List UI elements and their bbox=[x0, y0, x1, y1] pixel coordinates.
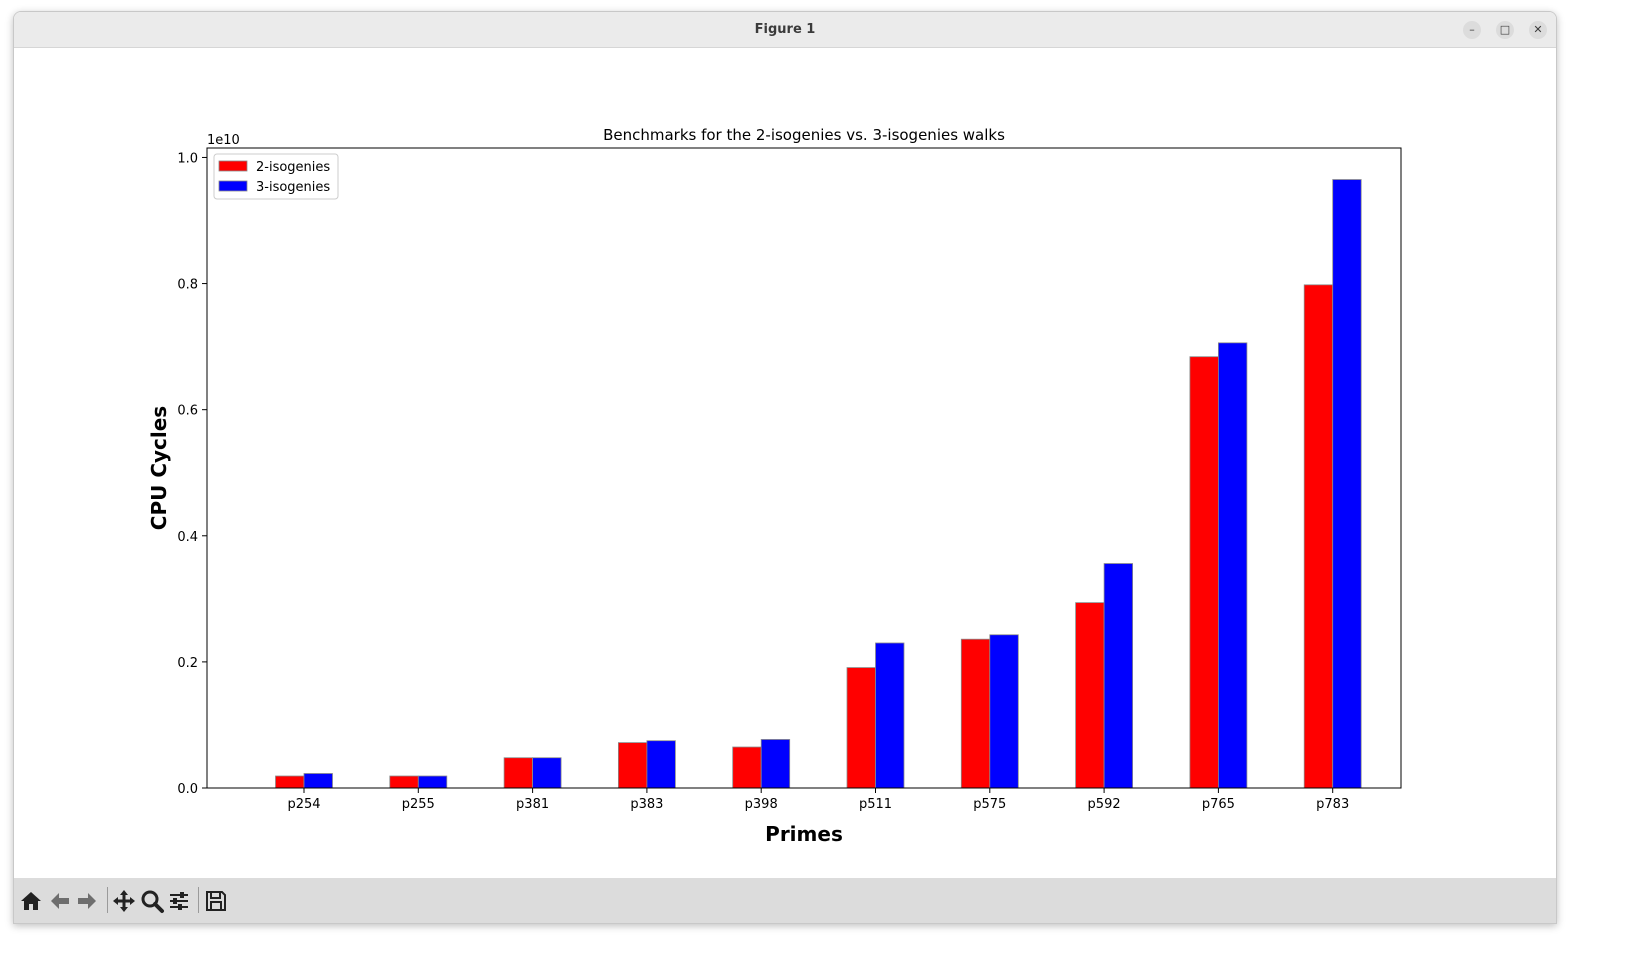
x-tick-label: p575 bbox=[973, 797, 1006, 812]
x-tick-label: p511 bbox=[859, 797, 892, 812]
x-tick-label: p783 bbox=[1316, 797, 1349, 812]
x-tick-label: p254 bbox=[287, 797, 320, 812]
bar-3-isogenies-p765 bbox=[1218, 342, 1248, 789]
legend: 2-isogenies 3-isogenies bbox=[213, 153, 339, 200]
bar-2-isogenies-p765 bbox=[1189, 356, 1219, 789]
zoom-icon[interactable] bbox=[139, 888, 165, 914]
bar-3-isogenies-p783 bbox=[1332, 179, 1362, 789]
bars-group bbox=[275, 179, 1362, 789]
bar-2-isogenies-p511 bbox=[846, 667, 876, 789]
x-tick-label: p765 bbox=[1202, 797, 1235, 812]
y-tick-label: 0.2 bbox=[177, 656, 198, 671]
bar-3-isogenies-p383 bbox=[646, 740, 676, 789]
bar-2-isogenies-p383 bbox=[618, 742, 648, 789]
legend-swatch bbox=[218, 160, 248, 172]
bar-2-isogenies-p592 bbox=[1075, 602, 1105, 789]
y-ticks: 0.0 0.2 0.4 0.6 0.8 1.0 bbox=[177, 151, 207, 797]
bar-2-isogenies-p575 bbox=[960, 638, 991, 789]
x-ticks: p254 p255 p381 p383 p398 p511 p575 p592 p765 p783 bbox=[287, 788, 1349, 812]
bar-2-isogenies-p254 bbox=[275, 775, 305, 789]
bar-2-isogenies-p255 bbox=[389, 775, 419, 789]
bar-3-isogenies-p255 bbox=[417, 775, 448, 789]
back-icon[interactable] bbox=[47, 888, 73, 914]
y-axis-label: CPU Cycles bbox=[147, 406, 171, 530]
bar-2-isogenies-p398 bbox=[732, 746, 762, 789]
bar-3-isogenies-p381 bbox=[532, 757, 562, 789]
figure-canvas: Benchmarks for the 2-isogenies vs. 3-iso… bbox=[14, 48, 1556, 878]
save-icon[interactable] bbox=[203, 888, 229, 914]
axes-frame bbox=[206, 147, 1402, 789]
y-tick-label: 0.8 bbox=[177, 278, 198, 293]
legend-label: 2-isogenies bbox=[256, 160, 330, 175]
toolbar bbox=[14, 878, 1556, 923]
x-tick-label: p381 bbox=[516, 797, 549, 812]
bar-2-isogenies-p783 bbox=[1303, 284, 1334, 789]
bar-3-isogenies-p511 bbox=[875, 642, 905, 789]
y-offset-label: 1e10 bbox=[207, 133, 240, 148]
window-title: Figure 1 bbox=[754, 22, 816, 37]
bar-3-isogenies-p575 bbox=[989, 634, 1019, 789]
minimize-icon[interactable]: – bbox=[1463, 21, 1481, 39]
chart-title: Benchmarks for the 2-isogenies vs. 3-iso… bbox=[603, 126, 1005, 144]
x-tick-label: p255 bbox=[402, 797, 435, 812]
pan-icon[interactable] bbox=[111, 888, 137, 914]
title-bar[interactable]: Figure 1 – □ ✕ bbox=[14, 12, 1556, 48]
y-tick-label: 0.0 bbox=[177, 782, 198, 797]
x-tick-label: p383 bbox=[630, 797, 663, 812]
figure-window: Figure 1 – □ ✕ Benchmarks for the 2-isog… bbox=[13, 11, 1557, 924]
maximize-icon[interactable]: □ bbox=[1496, 21, 1514, 39]
bar-3-isogenies-p592 bbox=[1103, 563, 1133, 789]
y-tick-label: 0.4 bbox=[177, 530, 198, 545]
legend-label: 3-isogenies bbox=[256, 180, 330, 195]
y-tick-label: 1.0 bbox=[177, 151, 198, 166]
bar-2-isogenies-p381 bbox=[503, 757, 534, 789]
x-tick-label: p592 bbox=[1088, 797, 1121, 812]
bar-3-isogenies-p398 bbox=[760, 739, 791, 789]
configure-subplots-icon[interactable] bbox=[166, 888, 192, 914]
close-icon[interactable]: ✕ bbox=[1529, 21, 1547, 39]
forward-icon[interactable] bbox=[74, 888, 100, 914]
bar-chart: Benchmarks for the 2-isogenies vs. 3-iso… bbox=[147, 126, 1402, 846]
x-axis-label: Primes bbox=[765, 822, 843, 846]
bar-3-isogenies-p254 bbox=[303, 773, 333, 789]
toolbar-separator bbox=[107, 887, 108, 913]
y-tick-label: 0.6 bbox=[177, 404, 198, 419]
home-icon[interactable] bbox=[18, 888, 44, 914]
x-tick-label: p398 bbox=[745, 797, 778, 812]
toolbar-separator bbox=[198, 887, 199, 913]
legend-swatch bbox=[218, 180, 248, 192]
